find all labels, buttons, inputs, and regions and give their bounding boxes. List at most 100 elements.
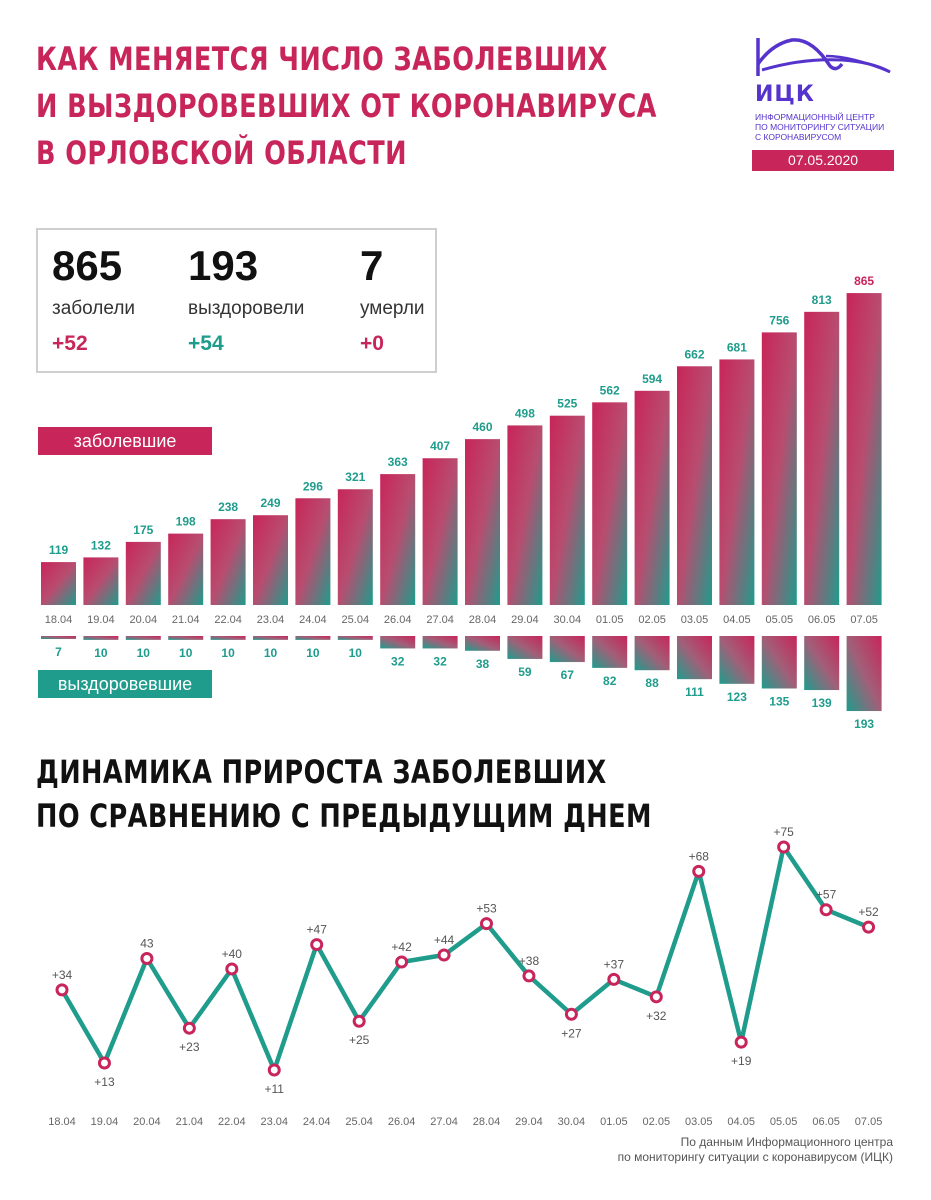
x-tick-label: 23.04 (257, 614, 285, 626)
x-tick-label: 22.04 (214, 614, 242, 626)
x-tick-label: 06.05 (808, 614, 836, 626)
stat-label: выздоровели (188, 298, 305, 319)
bar-cases (846, 293, 882, 605)
source-note: По данным Информационного центра по мони… (618, 1135, 893, 1165)
x-tick-label: 03.05 (685, 1116, 713, 1128)
point-value-label: +44 (434, 933, 455, 947)
bar-value-label: 132 (91, 538, 111, 552)
bar-value-label: 119 (49, 543, 69, 557)
data-point (225, 962, 239, 976)
logo-mark-icon (756, 38, 891, 76)
bar-recovered (761, 636, 797, 689)
x-tick-label: 04.05 (723, 614, 751, 626)
stat-delta: +0 (360, 332, 384, 355)
bar-value-label: 38 (476, 657, 490, 671)
logo-name-line: по мониторингу ситуации (755, 122, 885, 132)
bar-value-label: 321 (345, 470, 365, 484)
page-title: КАК МЕНЯЕТСЯ ЧИСЛО ЗАБОЛЕВШИХ И ВЫЗДОРОВ… (36, 36, 657, 177)
title-line: КАК МЕНЯЕТСЯ ЧИСЛО ЗАБОЛЕВШИХ (36, 40, 608, 78)
bar-value-label: 123 (727, 690, 747, 704)
bar-cases (380, 474, 416, 605)
bar-value-label: 10 (264, 646, 278, 660)
bar-value-label: 193 (854, 717, 874, 731)
bar-value-label: 10 (221, 646, 235, 660)
data-point (97, 1056, 111, 1070)
x-tick-label: 22.04 (218, 1116, 246, 1128)
bar-cases (253, 515, 288, 605)
data-point (649, 990, 663, 1004)
bar-value-label: 175 (133, 523, 153, 537)
data-point (480, 917, 493, 931)
point-value-label: +27 (561, 1026, 582, 1040)
bar-cases (83, 557, 119, 605)
x-tick-label: 03.05 (681, 614, 709, 626)
data-point (862, 920, 876, 934)
x-tick-label: 07.05 (855, 1116, 883, 1128)
x-tick-label: 20.04 (130, 614, 158, 626)
x-tick-label: 20.04 (133, 1116, 161, 1128)
stat-label: умерли (360, 298, 425, 319)
x-tick-label: 27.04 (430, 1116, 458, 1128)
point-value-label: +47 (307, 923, 328, 937)
logo-name-line: с коронавирусом (755, 132, 842, 142)
x-tick-label: 18.04 (48, 1116, 76, 1128)
bar-cases (337, 489, 373, 605)
bar-value-label: 249 (260, 496, 280, 510)
x-tick-label: 29.04 (511, 614, 539, 626)
bar-recovered (380, 636, 416, 649)
line-chart-title-line: ПО СРАВНЕНИЮ С ПРЕДЫДУЩИМ ДНЕМ (36, 797, 652, 835)
bar-value-label: 10 (306, 646, 320, 660)
point-value-label: +23 (179, 1040, 200, 1054)
bar-cases (634, 390, 670, 605)
bar-recovered (719, 636, 755, 684)
bar-value-label: 32 (391, 654, 405, 668)
bar-cases (210, 519, 246, 605)
bar-recovered (507, 636, 543, 659)
bar-cases (719, 359, 755, 605)
bar-cases (168, 533, 204, 605)
title-line: В ОРЛОВСКОЙ ОБЛАСТИ (36, 134, 407, 172)
x-tick-label: 25.04 (342, 614, 370, 626)
data-point (310, 938, 324, 952)
x-tick-label: 28.04 (473, 1116, 501, 1128)
data-point (734, 1035, 748, 1049)
x-tick-label: 02.05 (638, 614, 666, 626)
logo-name-line: Информационный центр (755, 112, 875, 122)
bar-recovered (210, 636, 246, 640)
bar-cases (41, 562, 76, 605)
x-tick-label: 05.05 (766, 614, 794, 626)
bar-value-label: 238 (218, 500, 238, 514)
source-line: по мониторингу ситуации с коронавирусом … (617, 1150, 893, 1164)
bar-value-label: 67 (561, 668, 575, 682)
data-point (55, 983, 69, 997)
bar-value-label: 7 (55, 645, 62, 659)
bar-value-label: 296 (303, 479, 323, 493)
point-value-label: +25 (349, 1033, 370, 1047)
data-point (819, 903, 833, 917)
stat-label: заболели (52, 298, 136, 319)
bar-value-label: 10 (94, 646, 108, 660)
bar-value-label: 82 (603, 674, 617, 688)
bar-value-label: 813 (812, 293, 832, 307)
bar-cases (549, 415, 585, 605)
x-tick-label: 30.04 (558, 1116, 586, 1128)
x-tick-label: 19.04 (91, 1116, 119, 1128)
x-tick-label: 04.05 (727, 1116, 755, 1128)
data-point (140, 952, 154, 965)
bar-value-label: 681 (727, 340, 747, 354)
series-line (60, 844, 870, 1073)
stat-value: 7 (360, 242, 384, 289)
stat-delta: +52 (52, 332, 88, 355)
line-chart-title-line: ДИНАМИКА ПРИРОСТА ЗАБОЛЕВШИХ (36, 753, 607, 791)
point-value-label: +52 (858, 905, 879, 919)
point-value-label: +37 (604, 957, 625, 971)
stat-value: 193 (188, 242, 259, 289)
data-point (437, 948, 451, 962)
bar-recovered (337, 636, 373, 640)
x-tick-label: 19.04 (87, 614, 115, 626)
legend-cases: заболевшие (38, 427, 212, 455)
point-value-label: +38 (519, 954, 540, 968)
bar-cases (592, 402, 628, 605)
bar-value-label: 594 (642, 372, 662, 386)
